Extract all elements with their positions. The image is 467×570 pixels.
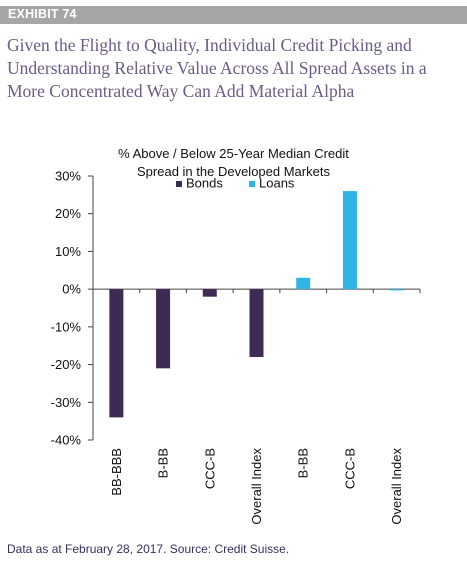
category-label: Overall Index (249, 448, 264, 525)
legend-swatch-bonds (176, 181, 182, 187)
exhibit-label: EXHIBIT 74 (8, 7, 77, 21)
bar-loans (296, 277, 311, 290)
headline: Given the Flight to Quality, Individual … (7, 35, 427, 101)
legend-swatch-loans (249, 181, 255, 187)
bar-loans (389, 289, 404, 291)
exhibit-header-bar: EXHIBIT 74 (0, 6, 467, 24)
category-label: B-BB (296, 448, 311, 478)
legend-label-bonds: Bonds (186, 176, 223, 191)
bar-bonds (109, 289, 124, 418)
y-tick-label: -20% (51, 357, 82, 372)
bar-bonds (249, 289, 264, 358)
chart-title-line1: % Above / Below 25-Year Median Credit (118, 146, 349, 161)
y-tick-label: 0% (62, 282, 81, 297)
category-label: B-BB (156, 448, 171, 478)
y-tick-label: -40% (51, 433, 82, 448)
category-label: Overall Index (389, 448, 404, 525)
category-label: BB-BBB (109, 448, 124, 496)
category-label: CCC-B (202, 448, 217, 489)
category-label: CCC-B (342, 448, 357, 489)
y-tick-label: 20% (55, 206, 81, 221)
bar-bonds (156, 289, 171, 369)
bar-bonds (202, 289, 217, 297)
chart-title-line2: Spread in the Developed Markets (137, 164, 330, 179)
source-note: Data as at February 28, 2017. Source: Cr… (7, 542, 290, 556)
y-tick-label: 10% (55, 244, 81, 259)
y-tick-label: 30% (55, 169, 81, 184)
y-tick-label: -30% (51, 395, 82, 410)
legend-label-loans: Loans (259, 176, 295, 191)
bar-loans (342, 191, 357, 290)
y-tick-label: -10% (51, 319, 82, 334)
